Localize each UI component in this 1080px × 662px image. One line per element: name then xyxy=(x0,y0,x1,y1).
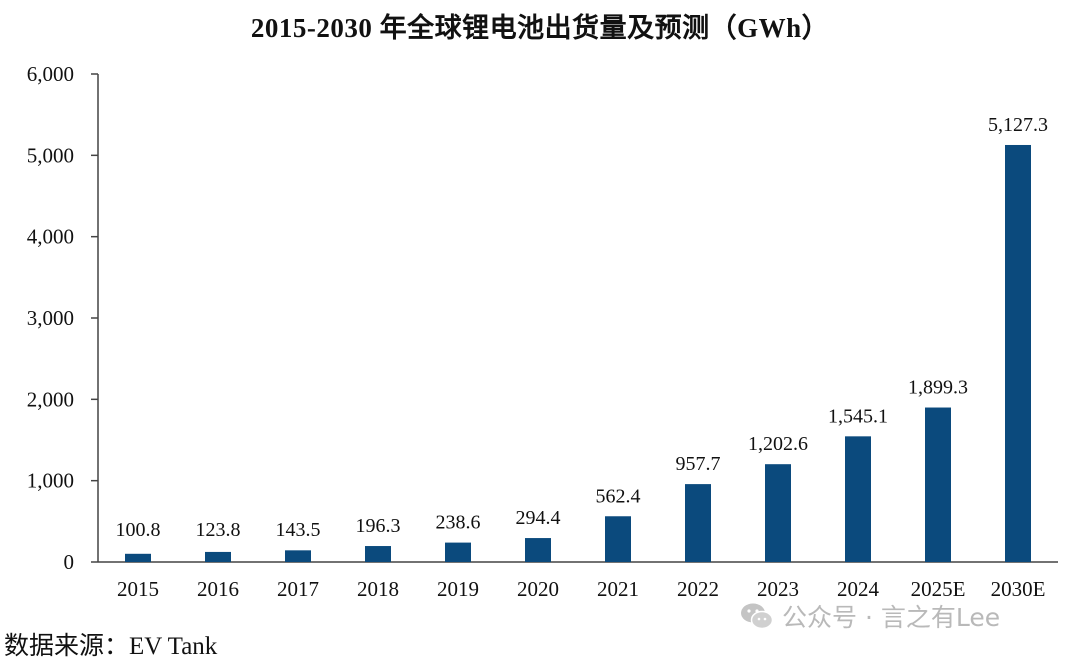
x-tick-label: 2017 xyxy=(277,577,319,601)
y-tick-label: 3,000 xyxy=(27,306,74,330)
data-label: 957.7 xyxy=(676,453,721,475)
x-tick-label: 2025E xyxy=(911,577,966,601)
x-tick-label: 2018 xyxy=(357,577,399,601)
bar xyxy=(925,407,951,562)
data-label: 123.8 xyxy=(196,519,241,541)
bar-chart: 0 1,000 2,000 3,000 4,000 5,000 6,000 2015 100.8… xyxy=(27,62,1058,601)
bar xyxy=(285,550,311,562)
y-tick-label: 1,000 xyxy=(27,469,74,493)
bar xyxy=(765,464,791,562)
source-note: 数据来源：EV Tank xyxy=(4,633,218,660)
y-tick-label: 6,000 xyxy=(27,62,74,86)
bar xyxy=(205,551,231,562)
data-label: 1,202.6 xyxy=(748,433,808,455)
y-tick-label: 2,000 xyxy=(27,387,74,411)
chart-bars xyxy=(125,144,1031,562)
x-tick-label: 2019 xyxy=(437,577,479,601)
bar xyxy=(365,546,391,562)
x-tick-label: 2022 xyxy=(677,577,719,601)
y-tick-label: 4,000 xyxy=(27,225,74,249)
data-label: 1,545.1 xyxy=(828,405,888,427)
x-tick-label: 2030E xyxy=(991,577,1046,601)
bar xyxy=(125,553,151,562)
watermark: 公众号 · 言之有Lee xyxy=(740,598,1000,634)
chart-title: 2015-2030 年全球锂电池出货量及预测（GWh） xyxy=(250,13,830,43)
x-tick-label: 2024 xyxy=(837,577,880,601)
x-tick-label: 2015 xyxy=(117,577,159,601)
x-tick-label: 2023 xyxy=(757,577,799,601)
bar xyxy=(445,542,471,562)
data-label: 238.6 xyxy=(436,512,481,534)
bar xyxy=(685,484,711,562)
chart-axes xyxy=(91,73,1058,563)
data-label: 196.3 xyxy=(356,515,401,537)
bar xyxy=(605,516,631,562)
bar xyxy=(1005,144,1031,562)
chart-labels: 0 1,000 2,000 3,000 4,000 5,000 6,000 2015 100.8… xyxy=(27,62,1048,601)
y-tick-label: 5,000 xyxy=(27,143,74,167)
x-tick-label: 2016 xyxy=(197,577,239,601)
wechat-icon xyxy=(741,603,774,630)
data-label: 100.8 xyxy=(116,519,161,541)
data-label: 143.5 xyxy=(276,519,321,541)
bar xyxy=(525,538,551,562)
data-label: 562.4 xyxy=(596,485,641,507)
x-tick-label: 2021 xyxy=(597,577,639,601)
data-label: 294.4 xyxy=(516,507,561,529)
data-label: 1,899.3 xyxy=(908,377,968,399)
y-tick-label: 0 xyxy=(64,550,75,574)
data-label: 5,127.3 xyxy=(988,114,1048,136)
bar xyxy=(845,436,871,562)
watermark-text: 公众号 · 言之有Lee xyxy=(782,603,1001,632)
x-tick-label: 2020 xyxy=(517,577,559,601)
